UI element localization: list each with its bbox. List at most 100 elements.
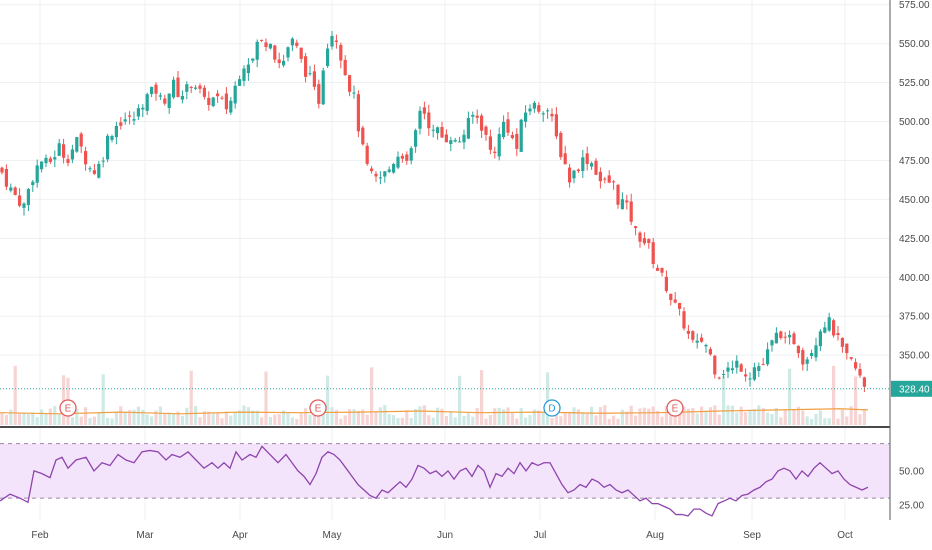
volume-bar <box>224 411 228 425</box>
candle-body <box>849 357 853 359</box>
volume-bar <box>462 415 466 425</box>
candle-body <box>497 134 501 157</box>
price-tick-label: 475.00 <box>899 156 930 167</box>
volume-bar <box>84 407 88 425</box>
candle-body <box>26 189 30 206</box>
volume-bar <box>572 407 576 425</box>
volume-bar <box>700 406 704 425</box>
volume-bar <box>207 411 211 425</box>
volume-bar <box>246 407 250 425</box>
volume-bar <box>330 407 334 425</box>
candle-body <box>638 232 642 242</box>
volume-bar <box>810 418 814 425</box>
volume-bar <box>62 375 66 425</box>
volume-bar <box>150 416 154 425</box>
candle-body <box>194 87 198 89</box>
volume-bar <box>752 409 756 425</box>
event-marker-earnings[interactable]: E <box>59 399 77 417</box>
candle-body <box>317 84 321 104</box>
candle-body <box>255 41 259 60</box>
candle-body <box>119 122 123 126</box>
volume-bar <box>466 413 470 425</box>
candle-body <box>779 331 783 339</box>
candle-body <box>370 168 374 172</box>
candle-body <box>352 92 356 94</box>
volume-bar <box>136 406 140 425</box>
volume-bar <box>590 406 594 425</box>
time-axis[interactable]: Feb Mar Apr May Jun Jul Aug Sep Oct <box>31 530 853 541</box>
volume-bar <box>488 414 492 425</box>
volume-bar <box>801 410 805 425</box>
candle-body <box>607 175 611 183</box>
candle-body <box>387 169 391 172</box>
candle-body <box>480 115 484 131</box>
volume-bar <box>708 407 712 425</box>
price-tick-label: 500.00 <box>899 117 930 128</box>
candle-body <box>673 299 677 303</box>
candle-body <box>431 129 435 131</box>
volume-bar <box>471 416 475 425</box>
candle-body <box>242 68 246 81</box>
volume-bar <box>409 418 413 425</box>
candle-body <box>220 97 224 99</box>
candle-body <box>814 345 818 358</box>
candle-body <box>792 333 796 344</box>
volume-bar <box>299 412 303 425</box>
volume-bar <box>502 409 506 425</box>
price-tick-label: 550.00 <box>899 39 930 50</box>
volume-bar <box>546 372 550 425</box>
candle-body <box>695 340 699 343</box>
candle-body <box>154 84 158 94</box>
event-label: E <box>672 404 679 415</box>
volume-bar <box>444 416 448 425</box>
candle-body <box>466 118 470 139</box>
volume-bar <box>563 413 567 425</box>
candle-body <box>273 45 277 60</box>
candle-body <box>356 94 360 132</box>
volume-bar <box>374 411 378 425</box>
candle-body <box>88 168 92 170</box>
event-marker-earnings[interactable]: E <box>666 399 684 417</box>
event-marker-dividend[interactable]: D <box>543 399 561 417</box>
volume-bar <box>774 407 778 425</box>
candle-body <box>475 115 479 118</box>
volume-bar <box>770 414 774 425</box>
candle-body <box>532 102 536 109</box>
volume-bar <box>836 418 840 425</box>
volume-bar <box>26 414 30 425</box>
volume-bar <box>22 412 26 425</box>
volume-bar <box>554 411 558 425</box>
volume-bar <box>114 411 118 425</box>
volume-bar <box>823 418 827 425</box>
time-tick-label: May <box>323 530 342 541</box>
candle-body <box>647 239 651 243</box>
time-tick-label: Apr <box>232 530 248 541</box>
candle-body <box>818 331 822 347</box>
rsi-axis[interactable]: 50.00 25.00 <box>899 466 924 511</box>
candle-body <box>594 160 598 175</box>
candle-body <box>752 367 756 380</box>
candles <box>0 31 866 392</box>
candle-body <box>541 113 545 115</box>
volume-bar <box>832 365 836 425</box>
event-marker-earnings[interactable]: E <box>309 399 327 417</box>
volume-bar <box>154 410 158 425</box>
candle-body <box>238 79 242 86</box>
candle-body <box>858 368 862 376</box>
candle-body <box>216 93 220 97</box>
candle-body <box>651 242 655 265</box>
volume-bar <box>620 409 624 425</box>
candle-body <box>35 165 39 183</box>
volume-bar <box>629 405 633 425</box>
volume-bar <box>141 409 145 425</box>
candle-body <box>436 127 440 134</box>
candle-body <box>537 105 541 112</box>
volume-bar <box>414 409 418 425</box>
candle-body <box>524 112 528 122</box>
candle-body <box>458 141 462 143</box>
volume-bar <box>585 413 589 425</box>
candle-body <box>682 311 686 329</box>
volume-bar <box>405 410 409 425</box>
price-axis[interactable]: 575.00 550.00 525.00 500.00 475.00 450.00 425.… <box>899 0 930 361</box>
